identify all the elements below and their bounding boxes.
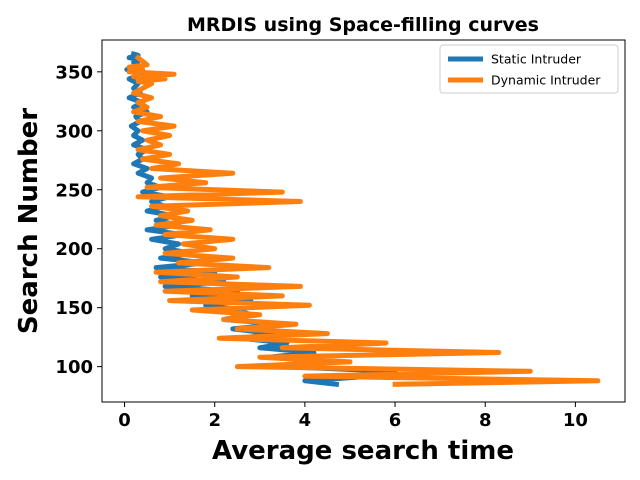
legend: Static Intruder Dynamic Intruder (439, 44, 619, 94)
y-tick-label: 200 (55, 239, 93, 260)
legend-box (439, 44, 619, 94)
y-tick-label: 250 (55, 180, 93, 201)
x-tick-label: 8 (479, 410, 492, 431)
x-tick-label: 4 (299, 410, 312, 431)
series-line-dynamic-intruder (126, 54, 601, 387)
chart-title: MRDIS using Space-filling curves (187, 14, 539, 36)
x-axis-label: Average search time (212, 436, 514, 466)
legend-label: Dynamic Intruder (491, 73, 601, 88)
y-tick-label: 350 (55, 62, 93, 83)
y-tick-label: 300 (55, 121, 93, 142)
plot-frame (101, 39, 626, 403)
legend-label: Static Intruder (491, 52, 582, 67)
y-axis-label: Search Number (14, 108, 44, 334)
plot-lines (124, 51, 601, 388)
y-axis-ticks: 100 150 200 250 300 350 (55, 62, 102, 378)
x-tick-label: 10 (563, 410, 588, 431)
x-tick-label: 2 (208, 410, 221, 431)
y-tick-label: 150 (55, 298, 93, 319)
x-tick-label: 0 (118, 410, 131, 431)
x-axis-ticks: 0 2 4 6 8 10 (118, 402, 588, 431)
x-tick-label: 6 (389, 410, 402, 431)
y-tick-label: 100 (55, 357, 93, 378)
